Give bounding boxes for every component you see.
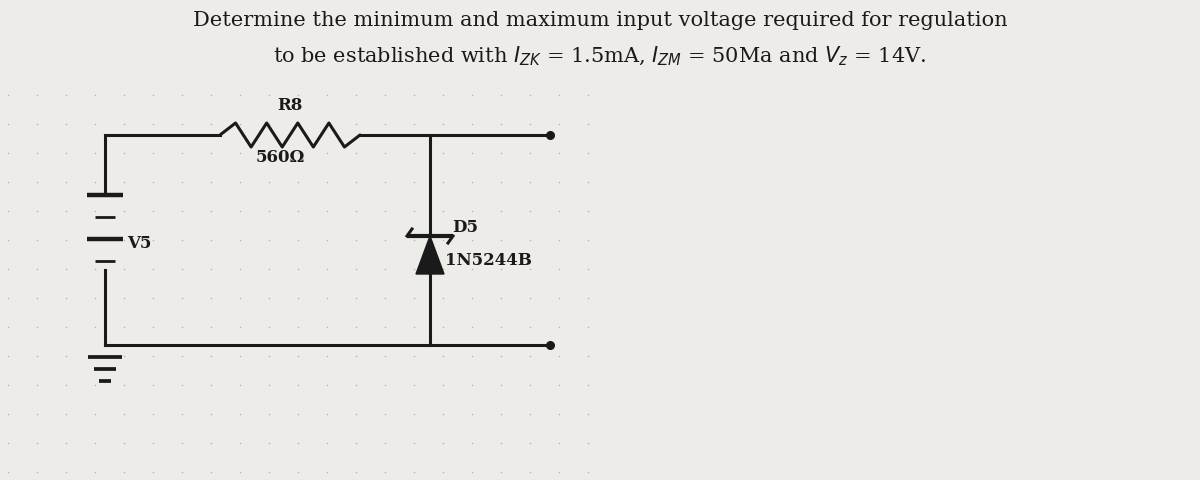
Text: to be established with $I_{ZK}$ = 1.5mA, $I_{ZM}$ = 50Ma and $V_z$ = 14V.: to be established with $I_{ZK}$ = 1.5mA,… — [274, 44, 926, 68]
Text: 1N5244B: 1N5244B — [445, 252, 532, 269]
Text: V5: V5 — [127, 235, 151, 252]
Text: 560Ω: 560Ω — [256, 149, 305, 166]
Text: R8: R8 — [277, 97, 302, 114]
Text: Determine the minimum and maximum input voltage required for regulation: Determine the minimum and maximum input … — [193, 12, 1007, 30]
Polygon shape — [416, 237, 444, 275]
Text: D5: D5 — [452, 219, 478, 236]
